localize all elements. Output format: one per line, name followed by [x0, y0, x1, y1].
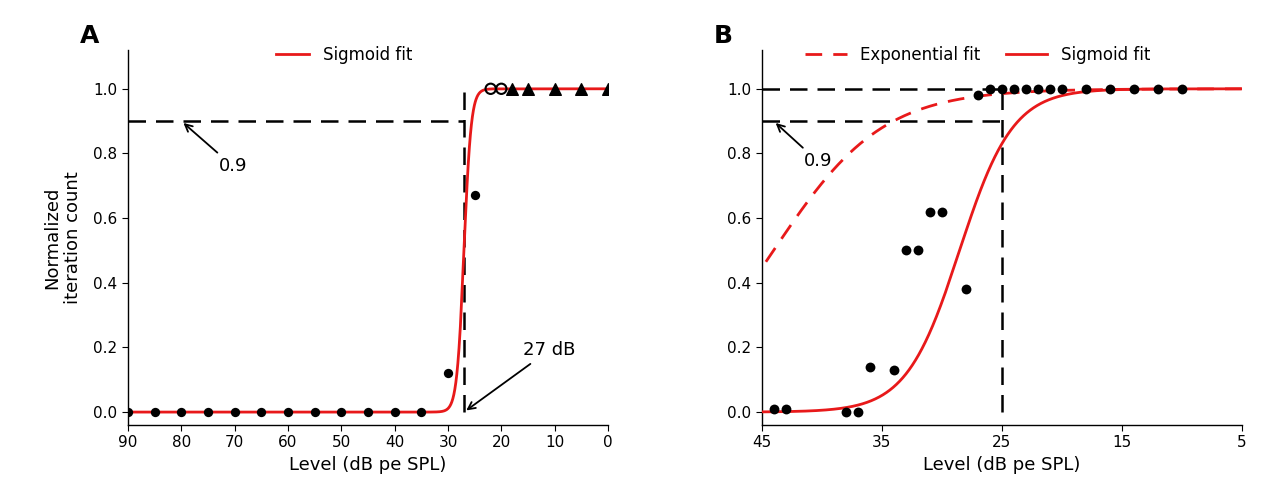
Point — [1075, 85, 1096, 93]
X-axis label: Level (dB pe SPL): Level (dB pe SPL) — [289, 456, 447, 474]
Point — [502, 85, 522, 93]
Point — [438, 370, 458, 378]
Point — [480, 85, 500, 93]
Text: 27 dB: 27 dB — [468, 342, 575, 409]
Point — [968, 92, 988, 100]
Point — [305, 408, 325, 416]
Point — [1147, 85, 1167, 93]
Point — [1004, 85, 1024, 93]
Point — [908, 246, 928, 254]
Point — [197, 408, 218, 416]
Point — [1100, 85, 1120, 93]
Point — [465, 192, 485, 200]
Point — [571, 85, 591, 93]
X-axis label: Level (dB pe SPL): Level (dB pe SPL) — [923, 456, 1080, 474]
Point — [955, 285, 975, 293]
Point — [598, 85, 618, 93]
Point — [979, 85, 1000, 93]
Point — [224, 408, 244, 416]
Point — [919, 208, 940, 216]
Point — [384, 408, 404, 416]
Point — [544, 85, 564, 93]
Point — [1015, 85, 1036, 93]
Point — [517, 85, 539, 93]
Point — [1028, 85, 1048, 93]
Legend: Exponential fit, Sigmoid fit: Exponential fit, Sigmoid fit — [799, 40, 1157, 71]
Y-axis label: Normalized
iteration count: Normalized iteration count — [44, 171, 82, 304]
Point — [251, 408, 271, 416]
Point — [1039, 85, 1060, 93]
Point — [411, 408, 431, 416]
Text: A: A — [79, 24, 100, 48]
Point — [763, 405, 783, 413]
Point — [172, 408, 192, 416]
Point — [859, 363, 879, 371]
Point — [1051, 85, 1071, 93]
Point — [1124, 85, 1144, 93]
Point — [1171, 85, 1192, 93]
Point — [332, 408, 352, 416]
Point — [991, 85, 1011, 93]
Point — [932, 208, 952, 216]
Point — [118, 408, 138, 416]
Text: 0.9: 0.9 — [777, 124, 832, 170]
Point — [776, 405, 796, 413]
Text: B: B — [714, 24, 732, 48]
Point — [492, 85, 512, 93]
Point — [278, 408, 298, 416]
Point — [847, 408, 868, 416]
Point — [358, 408, 379, 416]
Legend: Sigmoid fit: Sigmoid fit — [269, 40, 419, 71]
Point — [836, 408, 856, 416]
Point — [145, 408, 165, 416]
Point — [883, 366, 904, 374]
Text: 0.9: 0.9 — [184, 124, 247, 175]
Point — [896, 246, 916, 254]
